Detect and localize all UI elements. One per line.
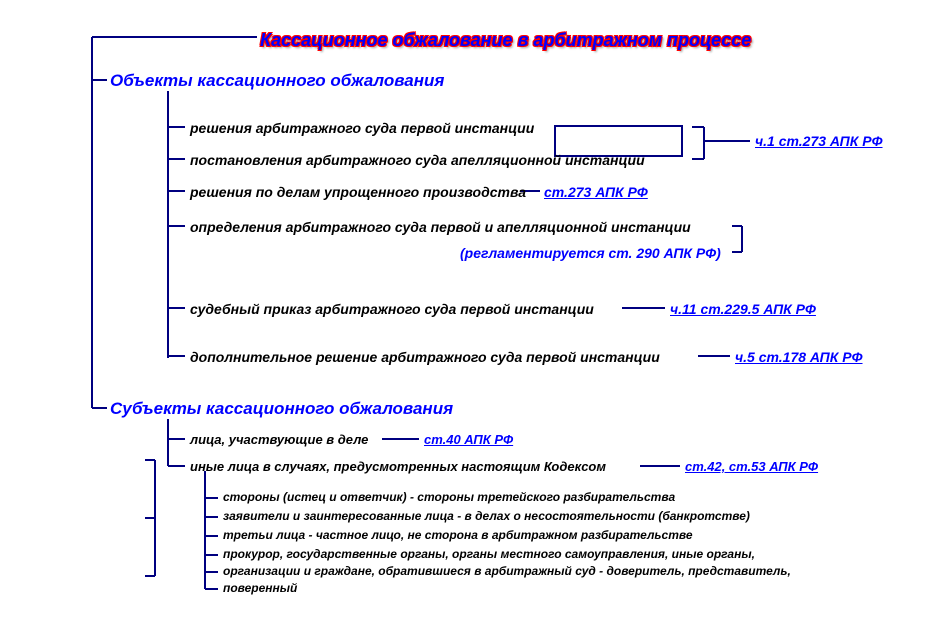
item-inye: иные лица в случаях, предусмотренных нас…: [190, 459, 606, 474]
item-resh-simpl: решения по делам упрощенного производств…: [190, 184, 526, 200]
diagram-title: Кассационное обжалование в арбитражном п…: [260, 30, 751, 51]
item-opred: определения арбитражного суда первой и а…: [190, 219, 691, 235]
section-objects-label: Объекты кассационного обжалования: [110, 71, 444, 91]
anno-group-objects[interactable]: ч.1 ст.273 АПК РФ: [755, 133, 883, 149]
anno-dop-resh[interactable]: ч.5 ст.178 АПК РФ: [735, 349, 863, 365]
anno-resh-simpl[interactable]: ст.273 АПК РФ: [544, 184, 648, 200]
item-dop-resh: дополнительное решение арбитражного суда…: [190, 349, 660, 365]
anno-inye[interactable]: ст.42, ст.53 АПК РФ: [685, 459, 818, 474]
subitem-prokuror-1: прокурор, государственные органы, органы…: [223, 547, 755, 561]
anno-sud-prikaz[interactable]: ч.11 ст.229.5 АПК РФ: [670, 301, 816, 317]
anno-litsa[interactable]: ст.40 АПК РФ: [424, 432, 513, 447]
subitem-prokuror-2: организации и граждане, обратившиеся в а…: [223, 564, 791, 578]
subitem-storony: стороны (истец и ответчик) - стороны тре…: [223, 490, 675, 504]
item-post-app: постановления арбитражного суда апелляци…: [190, 152, 645, 168]
subitem-zayav: заявители и заинтересованные лица - в де…: [223, 509, 750, 523]
section-subjects-label: Субъекты кассационного обжалования: [110, 399, 453, 419]
subitem-prokuror-3: поверенный: [223, 581, 297, 595]
subitem-treti: третьи лица - частное лицо, не сторона в…: [223, 528, 693, 542]
item-resh-first: решения арбитражного суда первой инстанц…: [190, 120, 534, 136]
item-sud-prikaz: судебный приказ арбитражного суда первой…: [190, 301, 594, 317]
anno-opred-sub: (регламентируется ст. 290 АПК РФ): [460, 245, 721, 261]
item-litsa: лица, участвующие в деле: [190, 432, 368, 447]
